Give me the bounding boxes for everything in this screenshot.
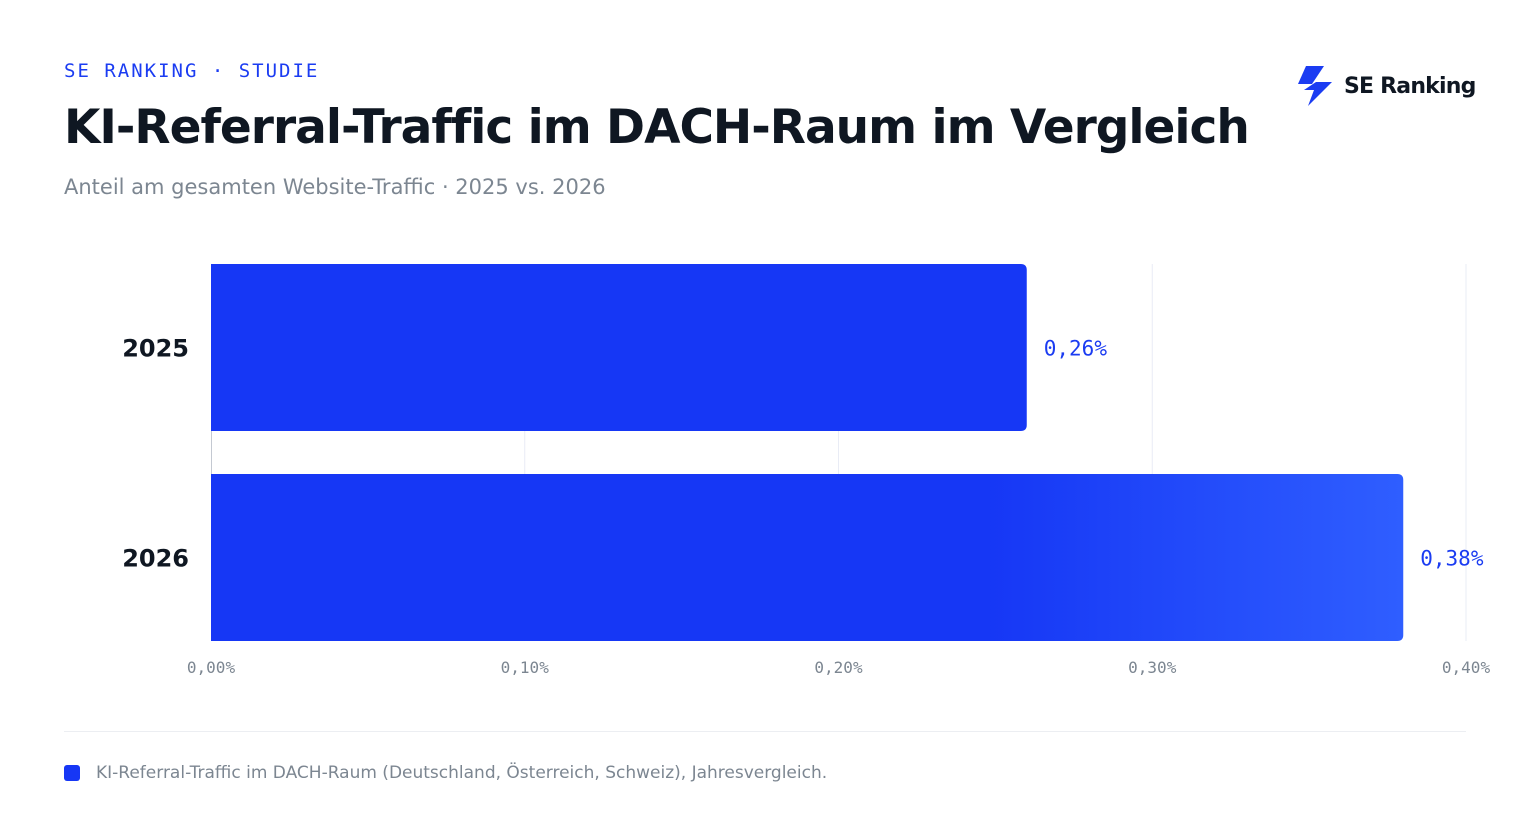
x-tick-label: 0,00% [187,658,236,677]
chart-subtitle: Anteil am gesamten Website-Traffic · 202… [64,175,606,199]
legend-divider [64,731,1466,732]
bar [211,474,1404,641]
category-label: 2025 [122,335,189,363]
category-label: 2026 [122,545,189,573]
bar [211,264,1027,431]
brand-logo: SE Ranking [1294,64,1476,108]
x-tick-label: 0,30% [1128,658,1177,677]
lightning-icon [1298,66,1332,106]
x-tick-label: 0,20% [814,658,863,677]
legend-swatch [64,765,80,781]
eyebrow-label: SE RANKING · STUDIE [64,60,320,82]
bar-chart: 0,00% 0,10% 0,20% 0,30% 0,40% 2025 0,26% 2026 0,… [122,264,1491,677]
x-tick-label: 0,40% [1442,658,1491,677]
legend-label: KI-Referral-Traffic im DACH-Raum (Deutsc… [96,763,828,783]
legend: KI-Referral-Traffic im DACH-Raum (Deutsc… [64,763,827,783]
chart-title: KI-Referral-Traffic im DACH-Raum im Verg… [64,100,1250,155]
value-label: 0,26% [1044,337,1108,361]
brand-name: SE Ranking [1344,73,1476,99]
value-label: 0,38% [1420,547,1484,571]
x-tick-label: 0,10% [501,658,550,677]
